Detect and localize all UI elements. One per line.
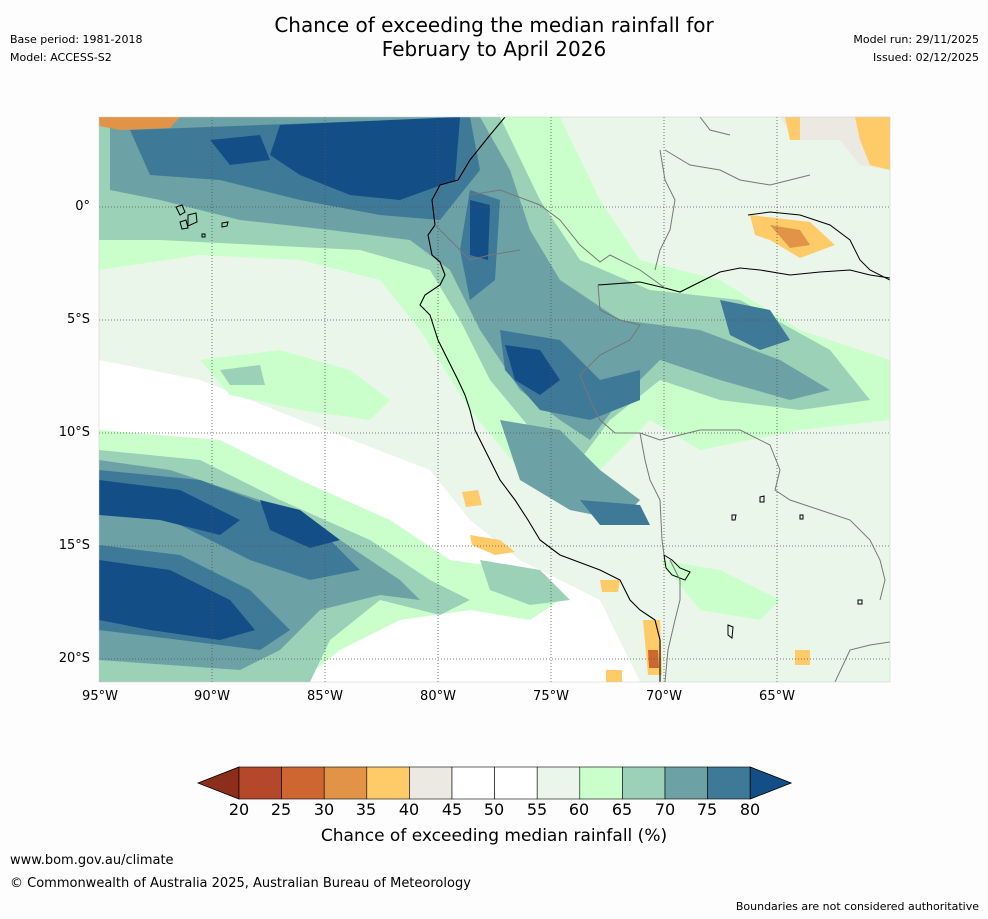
model-name: Model: ACCESS-S2 [10, 51, 112, 64]
colorbar-segment [579, 766, 623, 800]
band-65-70-patch [220, 365, 265, 385]
band-75-80-bolivia [580, 500, 650, 525]
coastline [419, 117, 661, 682]
dry-patch-ne [855, 117, 890, 170]
lat-label-20s: 20°S [58, 651, 90, 666]
lon-label-80w: 80°W [420, 689, 456, 704]
colorbar-segment [323, 766, 368, 800]
colorbar-segment [451, 766, 495, 800]
colorbar-upper-extend [749, 766, 793, 800]
colorbar-tick: 55 [526, 800, 548, 819]
footer-copyright: © Commonwealth of Australia 2025, Austra… [10, 876, 471, 891]
issued-date: Issued: 02/12/2025 [872, 51, 979, 64]
dry-patch-chile-core [648, 650, 659, 668]
lat-label-5s: 5°S [66, 312, 90, 327]
band-80-plus-4 [99, 480, 240, 535]
band-80-plus-6 [99, 560, 255, 640]
band-80-plus-2 [270, 117, 460, 200]
colorbar-title: Chance of exceeding median rainfall (%) [320, 826, 668, 846]
dry-patch-colombia-core [770, 225, 810, 248]
country-borders [434, 117, 890, 682]
colorbar-tick: 45 [441, 800, 463, 819]
dry-patch-south [600, 580, 620, 592]
lon-label-75w: 75°W [533, 689, 569, 704]
colorbar-tick: 35 [355, 800, 377, 819]
footer-url[interactable]: www.bom.gov.au/climate [10, 853, 174, 868]
map-frame [98, 116, 891, 683]
band-70-75-andes [500, 420, 640, 520]
colorbar-segment [536, 766, 581, 800]
colorbar-segment [366, 766, 410, 800]
colorbar-segment [707, 766, 751, 800]
river-coast [747, 211, 890, 281]
dry-patch-peru-2 [470, 535, 515, 555]
band-65-70-peru-coast [480, 560, 570, 605]
dry-patch-se [795, 650, 810, 665]
colorbar-tick: 50 [483, 800, 505, 819]
lon-label-95w: 95°W [82, 689, 118, 704]
colorbar-segment [238, 766, 282, 800]
band-60-65-east [660, 560, 780, 620]
base-period: Base period: 1981-2018 [10, 33, 143, 46]
band-75-80-brazil [720, 300, 790, 350]
colorbar-segment [409, 766, 453, 800]
colorbar-tick: 80 [739, 800, 761, 819]
lon-label-70w: 70°W [646, 689, 682, 704]
title-line-1: Chance of exceeding the median rainfall … [274, 13, 714, 37]
colorbar-tick: 20 [228, 800, 250, 819]
band-80-plus-5 [260, 500, 340, 548]
colorbar-tick: 60 [568, 800, 590, 819]
lat-label-15s: 15°S [58, 538, 90, 553]
band-80-plus-1 [210, 135, 270, 165]
lon-label-90w: 90°W [194, 689, 230, 704]
dry-patch-peru-1 [462, 490, 482, 507]
colorbar-tick: 25 [270, 800, 292, 819]
boundaries-note: Boundaries are not considered authoritat… [735, 900, 979, 913]
colorbar-segment [664, 766, 708, 800]
galapagos-islands [175, 204, 229, 238]
band-80-plus-7 [470, 200, 490, 260]
title-line-2: February to April 2026 [381, 37, 607, 61]
model-run: Model run: 29/11/2025 [853, 33, 979, 46]
dry-patch-ne-2 [785, 117, 800, 140]
colorbar-segment [281, 766, 325, 800]
lon-label-85w: 85°W [307, 689, 343, 704]
colorbar-segment [494, 766, 538, 800]
colorbar-tick: 40 [398, 800, 420, 819]
colorbar-tick: 65 [611, 800, 633, 819]
colorbar-tick: 75 [696, 800, 718, 819]
band-80-plus-3 [505, 345, 560, 395]
colorbar-tick: 70 [654, 800, 676, 819]
small-lakes [727, 495, 863, 639]
colorbar [196, 766, 793, 800]
lake-titicaca [663, 553, 691, 581]
colorbar-lower-extend [196, 766, 240, 800]
lat-label-10s: 10°S [58, 425, 90, 440]
lat-label-0: 0° [75, 199, 90, 214]
graticule [99, 117, 890, 682]
lon-label-65w: 65°W [759, 689, 795, 704]
colorbar-tick: 30 [313, 800, 335, 819]
dry-patch-nw [99, 117, 180, 130]
colorbar-segment [622, 766, 666, 800]
rainfall-map [99, 117, 890, 682]
dry-patch-bottom [606, 670, 622, 682]
